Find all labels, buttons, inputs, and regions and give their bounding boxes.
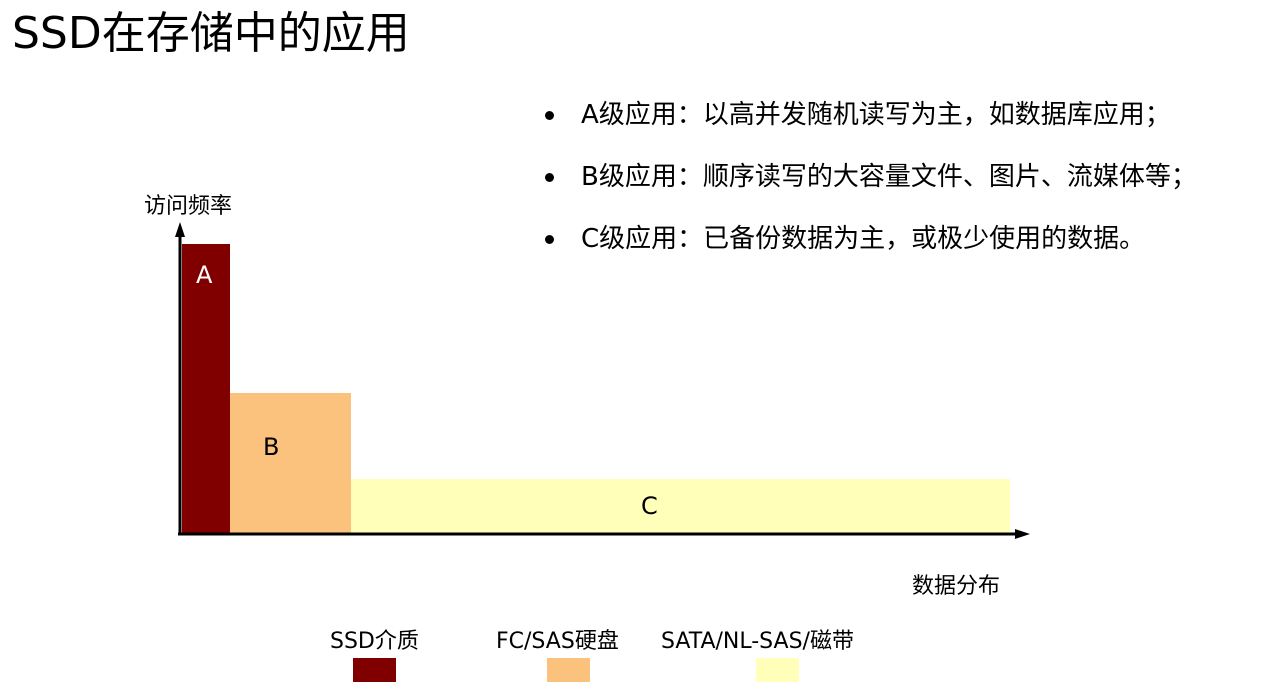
block-a-label: A	[196, 261, 213, 289]
legend-swatch-fc-sas	[547, 658, 590, 682]
block-c-label: C	[641, 492, 658, 520]
legend-swatch-ssd	[353, 658, 396, 682]
block-a	[182, 244, 230, 533]
bullet-dot-icon	[545, 235, 554, 244]
application-levels-list: A级应用：以高并发随机读写为主，如数据库应用； B级应用：顺序读写的大容量文件、…	[544, 84, 1197, 270]
block-c	[351, 479, 1010, 533]
bullet-item-a: A级应用：以高并发随机读写为主，如数据库应用；	[544, 84, 1197, 146]
bullet-dot-icon	[545, 111, 554, 120]
y-axis-label: 访问频率	[144, 194, 233, 219]
bullet-item-c: C级应用：已备份数据为主，或极少使用的数据。	[544, 208, 1197, 270]
bullet-text-b: B级应用：顺序读写的大容量文件、图片、流媒体等；	[581, 162, 1197, 192]
legend-label-ssd: SSD介质	[330, 629, 419, 654]
block-b	[230, 393, 351, 533]
bullet-dot-icon	[545, 173, 554, 182]
bullet-text-c: C级应用：已备份数据为主，或极少使用的数据。	[581, 224, 1146, 254]
block-b-label: B	[263, 433, 280, 461]
legend-label-fc-sas: FC/SAS硬盘	[496, 629, 619, 654]
x-axis-label: 数据分布	[912, 574, 1001, 599]
legend-label-sata: SATA/NL-SAS/磁带	[661, 629, 854, 654]
bullet-text-a: A级应用：以高并发随机读写为主，如数据库应用；	[581, 100, 1171, 130]
x-axis-arrow-icon	[1015, 529, 1030, 539]
bullet-item-b: B级应用：顺序读写的大容量文件、图片、流媒体等；	[544, 146, 1197, 208]
legend-swatch-sata	[756, 658, 799, 682]
y-axis-arrow-icon	[175, 222, 185, 237]
page-title: SSD在存储中的应用	[12, 8, 410, 59]
